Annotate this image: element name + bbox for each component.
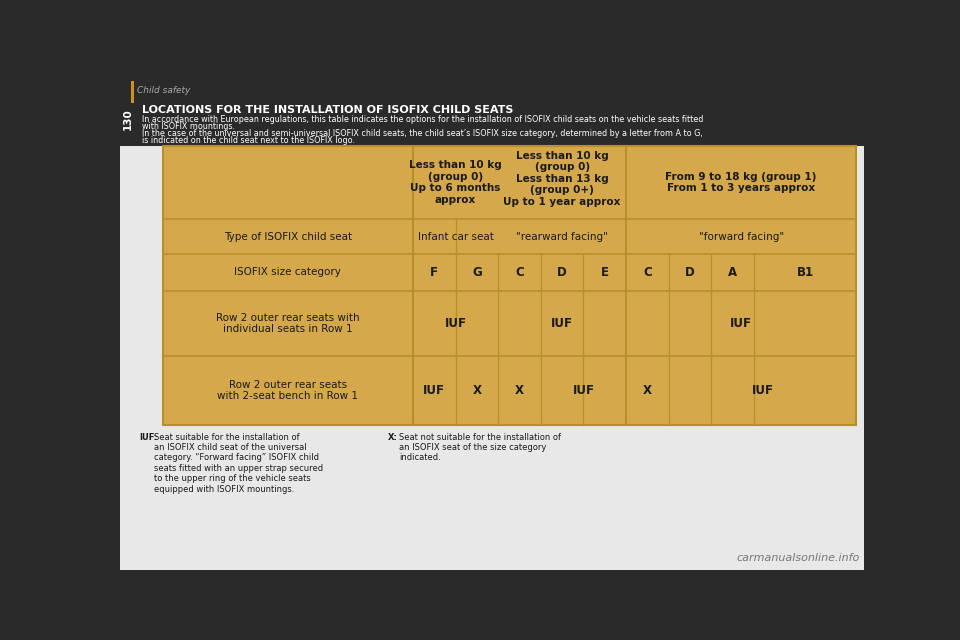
Text: LOCATIONS FOR THE INSTALLATION OF ISOFIX CHILD SEATS: LOCATIONS FOR THE INSTALLATION OF ISOFIX…	[142, 104, 513, 115]
Text: B1: B1	[797, 266, 814, 279]
Text: Less than 10 kg
(group 0)
Less than 13 kg
(group 0+)
Up to 1 year approx: Less than 10 kg (group 0) Less than 13 k…	[503, 150, 621, 207]
Text: G: G	[472, 266, 482, 279]
Text: is indicated on the child seat next to the ISOFIX logo.: is indicated on the child seat next to t…	[142, 136, 354, 145]
Text: F: F	[430, 266, 439, 279]
Text: Row 2 outer rear seats
with 2-seat bench in Row 1: Row 2 outer rear seats with 2-seat bench…	[217, 380, 358, 401]
Text: IUF:: IUF:	[139, 433, 157, 442]
Text: IUF: IUF	[572, 384, 594, 397]
Text: In the case of the universal and semi-universal ISOFIX child seats, the child se: In the case of the universal and semi-un…	[142, 129, 703, 138]
Text: Seat not suitable for the installation of
an ISOFIX seat of the size category
in: Seat not suitable for the installation o…	[399, 433, 561, 462]
Text: IUF: IUF	[752, 384, 774, 397]
Text: IUF: IUF	[423, 384, 445, 397]
Text: 130: 130	[123, 108, 132, 130]
Text: Row 2 outer rear seats with
individual seats in Row 1: Row 2 outer rear seats with individual s…	[216, 313, 360, 334]
Text: Seat suitable for the installation of
an ISOFIX child seat of the universal
cate: Seat suitable for the installation of an…	[155, 433, 324, 493]
Text: Infant car seat: Infant car seat	[418, 232, 493, 241]
Text: X: X	[643, 384, 652, 397]
FancyBboxPatch shape	[120, 77, 864, 570]
Text: carmanualsonline.info: carmanualsonline.info	[737, 554, 860, 563]
FancyBboxPatch shape	[162, 146, 856, 425]
Text: From 9 to 18 kg (group 1)
From 1 to 3 years approx: From 9 to 18 kg (group 1) From 1 to 3 ye…	[665, 172, 817, 193]
Text: "forward facing": "forward facing"	[699, 232, 783, 241]
FancyBboxPatch shape	[131, 81, 134, 103]
Text: ISOFIX size category: ISOFIX size category	[234, 268, 341, 277]
Text: Child safety: Child safety	[137, 86, 190, 95]
Text: D: D	[557, 266, 567, 279]
Text: X: X	[472, 384, 481, 397]
Text: "rearward facing": "rearward facing"	[516, 232, 608, 241]
Text: X: X	[515, 384, 524, 397]
Text: IUF: IUF	[731, 317, 753, 330]
FancyBboxPatch shape	[120, 77, 864, 146]
Text: D: D	[685, 266, 695, 279]
Text: IUF: IUF	[444, 317, 467, 330]
Text: X:: X:	[388, 433, 397, 442]
Text: A: A	[728, 266, 737, 279]
Text: Type of ISOFIX child seat: Type of ISOFIX child seat	[224, 232, 352, 241]
Text: In accordance with European regulations, this table indicates the options for th: In accordance with European regulations,…	[142, 115, 703, 124]
Text: E: E	[601, 266, 609, 279]
Text: C: C	[516, 266, 524, 279]
Text: C: C	[643, 266, 652, 279]
Text: IUF: IUF	[551, 317, 573, 330]
Text: with ISOFIX mountings.: with ISOFIX mountings.	[142, 122, 234, 131]
Text: Less than 10 kg
(group 0)
Up to 6 months
approx: Less than 10 kg (group 0) Up to 6 months…	[409, 160, 502, 205]
